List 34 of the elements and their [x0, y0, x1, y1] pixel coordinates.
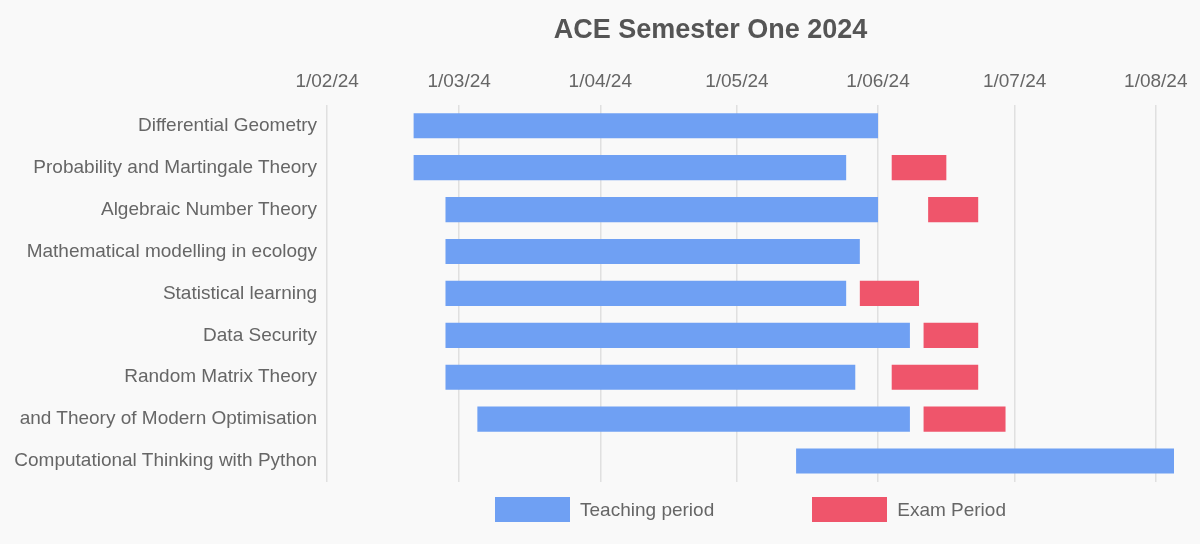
- bar: [445, 197, 879, 223]
- bar: [796, 448, 1174, 474]
- bar: [923, 322, 979, 348]
- x-tick-label: 1/08/24: [1124, 69, 1188, 91]
- bar: [445, 238, 860, 265]
- bar: [413, 113, 879, 139]
- x-tick-label: 1/02/24: [295, 69, 360, 91]
- y-tick-label: Probability and Martingale Theory: [33, 155, 318, 177]
- x-tick-label: 1/06/24: [846, 69, 911, 91]
- y-tick-label: Random Matrix Theory: [124, 365, 318, 387]
- bar: [923, 406, 1006, 432]
- y-tick-label: Data Security: [203, 323, 318, 345]
- x-tick-label: 1/04/24: [568, 69, 633, 91]
- y-tick-label: and Theory of Modern Optimisation: [19, 407, 318, 429]
- bar: [891, 364, 979, 390]
- y-tick-label: Statistical learning: [162, 281, 318, 303]
- x-tick-label: 1/05/24: [705, 69, 770, 91]
- chart-title: ACE Semester One 2024: [553, 14, 868, 45]
- bar: [445, 280, 847, 306]
- y-tick-label: Algebraic Number Theory: [100, 197, 318, 219]
- bar: [445, 364, 856, 390]
- y-tick-label: Differential Geometry: [137, 113, 318, 135]
- x-tick-label: 1/03/24: [427, 69, 492, 91]
- bar: [445, 322, 910, 348]
- y-tick-label: Computational Thinking with Python: [14, 449, 318, 471]
- bar: [859, 280, 920, 306]
- legend-label: Teaching period: [580, 498, 715, 522]
- bar: [891, 155, 947, 181]
- bar: [413, 155, 847, 181]
- legend-label: Exam Period: [897, 498, 1006, 522]
- bar: [477, 406, 910, 432]
- y-tick-label: Mathematical modelling in ecology: [26, 239, 318, 261]
- bar: [928, 197, 979, 223]
- x-tick-label: 1/07/24: [982, 69, 1047, 91]
